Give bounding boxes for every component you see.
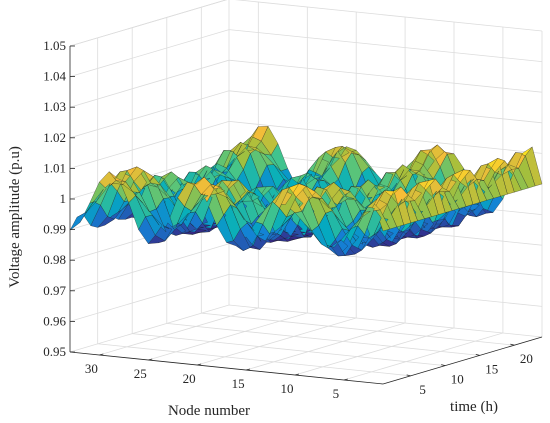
surface-facet xyxy=(69,211,87,231)
y-grid-line xyxy=(294,22,455,376)
z-tick-label: 1 xyxy=(60,191,67,206)
y-grid-line xyxy=(245,17,406,371)
z-grid-line xyxy=(69,0,543,47)
y-tick-label: 5 xyxy=(333,386,340,401)
z-grid-line xyxy=(69,29,543,77)
y-tick-mark xyxy=(294,373,300,376)
y-tick-mark xyxy=(148,358,153,361)
z-grid-line xyxy=(69,90,543,139)
x-tick-mark xyxy=(441,364,446,366)
x-grid-line xyxy=(166,17,480,356)
x-grid-line xyxy=(131,27,446,366)
y-tick-mark xyxy=(245,368,251,371)
z-tick-label: 0.98 xyxy=(43,252,66,267)
x-tick-label: 10 xyxy=(451,372,464,387)
y-grid-line xyxy=(343,27,504,381)
x-tick-mark xyxy=(475,354,480,356)
y-grid-line xyxy=(99,2,259,356)
z-tick-label: 0.95 xyxy=(43,344,66,359)
tick-labels: 0.95 0.96 0.97 0.98 0.99 1 1.01 1.02 1.03 1.04 1.0… xyxy=(43,38,533,401)
y-grid-line xyxy=(148,7,308,361)
z-tick-label: 1.05 xyxy=(43,38,66,53)
y-tick-label: 20 xyxy=(183,371,196,386)
y-axis-line xyxy=(69,351,384,385)
z-grid-line xyxy=(69,59,543,108)
x-tick-mark xyxy=(510,343,515,346)
x-grid-line xyxy=(97,37,411,377)
y-tick-label: 10 xyxy=(280,381,293,396)
z-tick-label: 1.02 xyxy=(43,130,66,145)
x-axis-label: time (h) xyxy=(450,399,498,415)
y-axis-label: Node number xyxy=(168,403,250,419)
voltage-surface xyxy=(69,125,543,257)
x-tick-label: 15 xyxy=(485,361,498,376)
y-tick-mark xyxy=(99,353,104,356)
x-tick-mark xyxy=(406,374,411,377)
z-tick-label: 1.03 xyxy=(43,99,66,114)
z-tick-label: 0.96 xyxy=(43,313,66,328)
z-grid-line xyxy=(69,304,543,353)
z-grid-line xyxy=(69,243,543,292)
y-tick-mark xyxy=(343,378,348,381)
z-axis-label: Voltage amplitude (p.u) xyxy=(7,146,23,288)
y-tick-label: 30 xyxy=(85,361,98,376)
top-back-edge xyxy=(69,0,228,47)
x-axis-line xyxy=(382,336,543,385)
z-grid-line xyxy=(69,120,543,169)
y-tick-label: 15 xyxy=(232,376,245,391)
y-tick-mark xyxy=(197,363,202,366)
z-tick-label: 1.04 xyxy=(43,69,66,84)
x-tick-label: 20 xyxy=(520,351,533,366)
z-tick-label: 0.97 xyxy=(43,283,66,298)
x-grid-line xyxy=(200,7,515,346)
z-tick-label: 1.01 xyxy=(43,160,66,175)
z-grid-line xyxy=(69,273,543,322)
y-tick-label: 25 xyxy=(134,366,147,381)
y-grid-line xyxy=(197,12,357,366)
x-tick-label: 5 xyxy=(419,382,426,397)
z-tick-label: 0.99 xyxy=(43,222,66,237)
